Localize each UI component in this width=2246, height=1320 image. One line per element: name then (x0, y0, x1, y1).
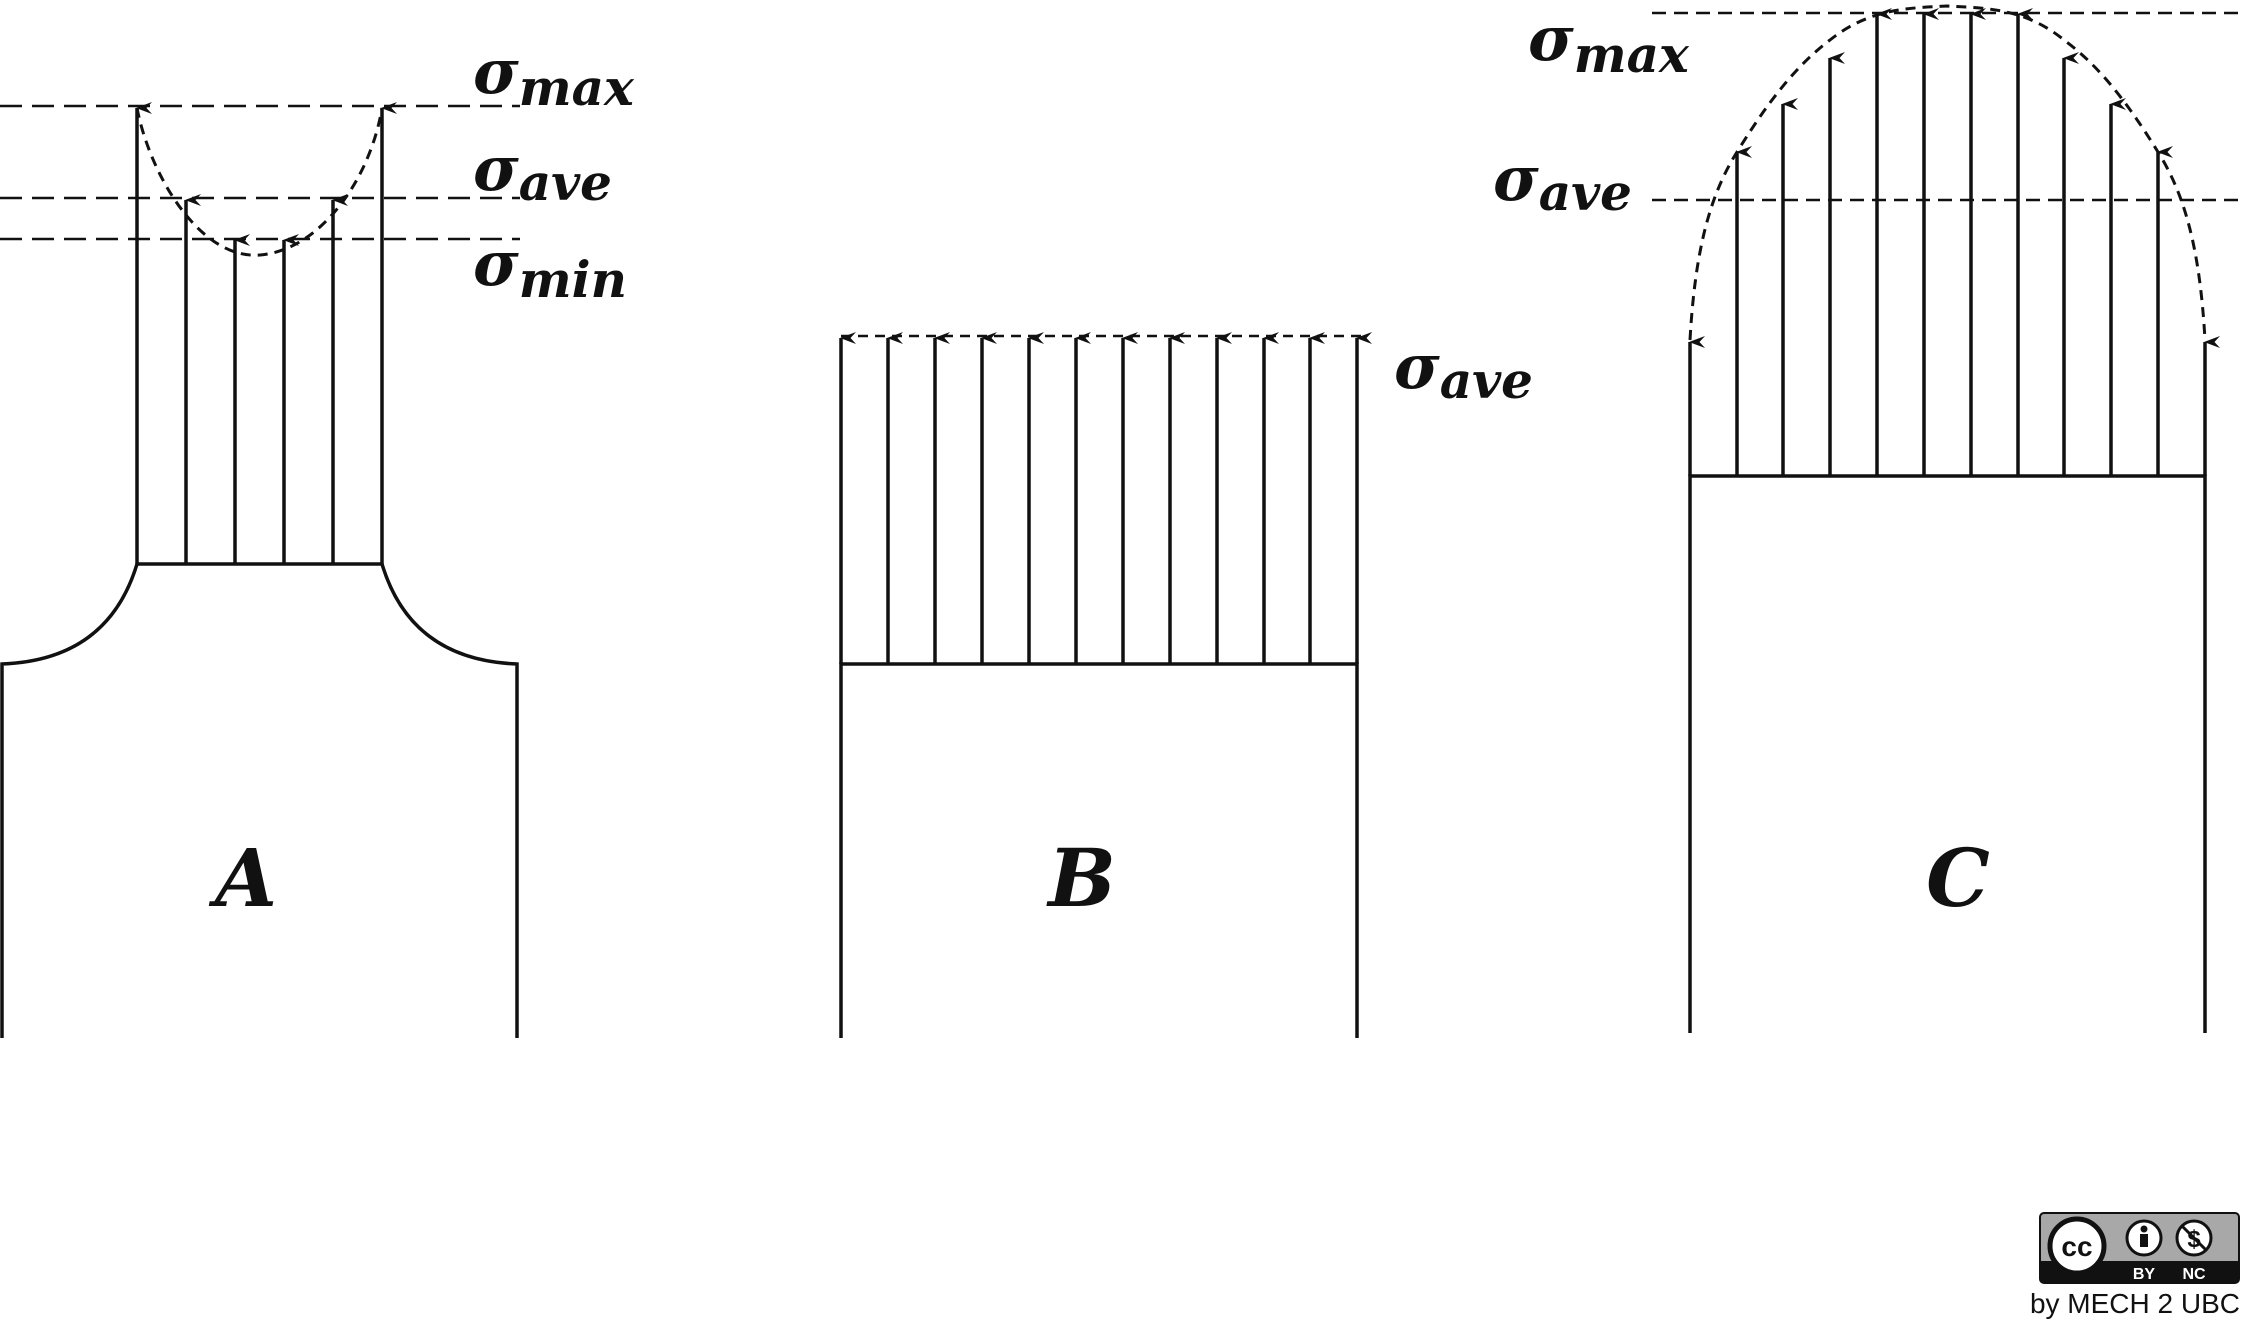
sigma-ave-label: σave (1493, 142, 1632, 222)
cc-by-text: BY (2133, 1266, 2156, 1283)
panel-a-stress-arrows (135, 102, 397, 564)
panel-c-stress-arrows (1688, 8, 2220, 476)
panel-c-stress-curve (1688, 4, 2207, 341)
non-commercial-dollar-icon: $ (2175, 1219, 2213, 1257)
panel-label-b: B (1046, 831, 1116, 925)
sigma-min-label: σmin (473, 227, 627, 309)
panel-c-labels: σmax σave C (1493, 2, 1990, 925)
attribution-text: by MECH 2 UBC (2030, 1288, 2240, 1319)
sigma-ave-label: σave (1394, 330, 1533, 410)
panel-b-stress-arrows (839, 332, 1372, 664)
svg-text:cc: cc (2061, 1231, 2092, 1262)
sigma-ave-label: σave (473, 132, 612, 212)
cc-nc-text: NC (2182, 1266, 2206, 1283)
attribution-person-icon (2125, 1219, 2163, 1257)
cc-icon: cc (2047, 1216, 2107, 1276)
cc-license-badge[interactable]: cc $ BY NC (2039, 1212, 2240, 1284)
sigma-max-label: σmax (473, 35, 635, 117)
panel-a (0, 102, 520, 1038)
panel-b-outline (839, 662, 1359, 1038)
panel-b-labels: σave B (1046, 330, 1533, 925)
panel-c-outline (1688, 474, 2207, 1033)
panel-label-a: A (208, 831, 277, 925)
panel-a-stress-curve (135, 107, 384, 257)
panel-b (839, 332, 1372, 1038)
panel-a-labels: σmax σave σmin A (208, 35, 635, 925)
sigma-max-label: σmax (1528, 2, 1690, 84)
panel-label-c: C (1926, 831, 1990, 925)
panel-a-outline (0, 562, 519, 1038)
panel-c (1652, 4, 2246, 1033)
